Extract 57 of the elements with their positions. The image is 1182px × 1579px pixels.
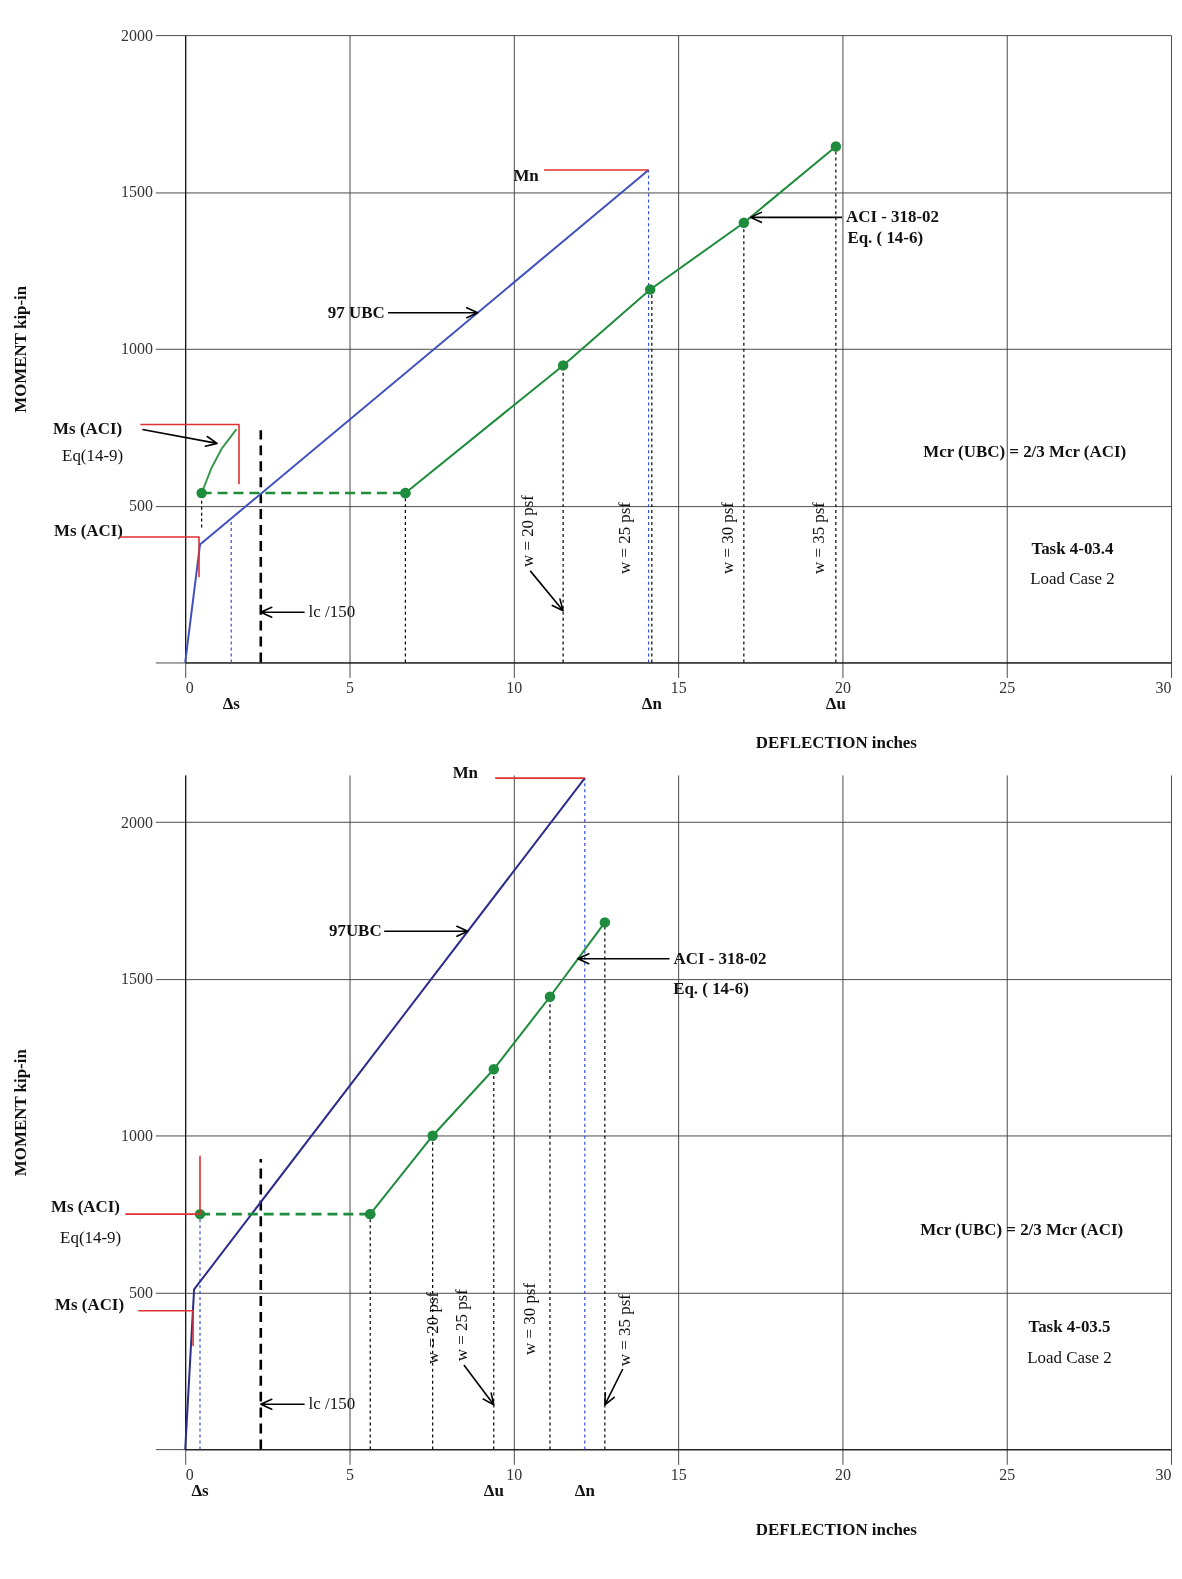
y-tick-label: 500	[128, 497, 153, 515]
x-tick-label: 5	[346, 1465, 355, 1483]
annotation: Mcr (UBC) = 2/3 Mcr (ACI)	[923, 442, 1127, 462]
x-axis-title: DEFLECTION inches	[755, 1519, 918, 1539]
y-tick-label: 1500	[121, 183, 153, 201]
annotation: Δn	[574, 1481, 596, 1501]
annotation: Task 4-03.4	[1031, 538, 1115, 558]
annotation: Δs	[222, 694, 241, 714]
x-tick-label: 10	[506, 678, 523, 696]
x-tick-label: 30	[1155, 678, 1172, 696]
annotation: w = 25 psf	[451, 1288, 471, 1362]
x-tick-label: 20	[834, 678, 851, 696]
annotation: lc /150	[308, 602, 356, 622]
text: Eq(14-9)	[60, 1228, 122, 1248]
annotation: Δn	[641, 694, 663, 714]
y-tick-label: 2000	[121, 26, 153, 44]
x-tick-label: 25	[999, 678, 1016, 696]
annotation: Task 4-03.5	[1028, 1316, 1111, 1336]
y-tick-label: 2000	[121, 813, 153, 831]
annotation: w = 20 psf	[518, 494, 538, 568]
x-tick-label: 0	[185, 1465, 194, 1483]
x-tick-label: 5	[346, 678, 355, 696]
x-tick-label: 15	[670, 1465, 687, 1483]
annotation: w = 25 psf	[615, 501, 635, 574]
annotation: Eq. ( 14-6)	[847, 228, 924, 248]
x-axis-title: DEFLECTION inches	[755, 732, 918, 752]
annotation: w = 35 psf	[614, 1293, 634, 1367]
y-axis-title: MOMENT kip-in	[11, 285, 31, 413]
annotation: Mn	[452, 763, 479, 783]
annotation: Ms (ACI)	[53, 521, 123, 540]
annotation: 97 UBC	[327, 302, 385, 322]
annotation: Δs	[191, 1481, 210, 1501]
annotation: w = 30 psf	[717, 501, 737, 574]
annotation: 97UBC	[328, 921, 382, 941]
annotation: w = 35 psf	[808, 501, 828, 574]
annotation: Load Case 2	[1027, 1347, 1112, 1367]
text: Eq(14-9)	[62, 446, 124, 466]
x-tick-label: 25	[999, 1465, 1016, 1483]
y-tick-label: 500	[128, 1284, 153, 1302]
annotation: w = 30 psf	[519, 1282, 539, 1355]
annotation: Δu	[483, 1481, 504, 1501]
annotation: Ms (ACI)	[50, 1197, 120, 1217]
annotation: ACI - 318-02	[846, 207, 940, 227]
y-axis-title: MOMENT kip-in	[11, 1048, 31, 1177]
x-tick-label: 0	[185, 678, 194, 696]
annotation: Ms (ACI)	[55, 1294, 125, 1314]
text: Ms (ACI)	[53, 419, 123, 439]
x-tick-label: 15	[670, 678, 687, 696]
x-tick-label: 30	[1155, 1465, 1172, 1483]
y-tick-label: 1000	[121, 1127, 153, 1145]
y-tick-label: 1500	[121, 970, 153, 988]
x-tick-label: 10	[506, 1465, 523, 1483]
annotation: lc /150	[308, 1394, 356, 1414]
y-tick-label: 1000	[121, 340, 153, 358]
x-tick-label: 20	[834, 1465, 851, 1483]
annotation: Load Case 2	[1030, 568, 1115, 588]
annotation: Δu	[825, 694, 846, 714]
